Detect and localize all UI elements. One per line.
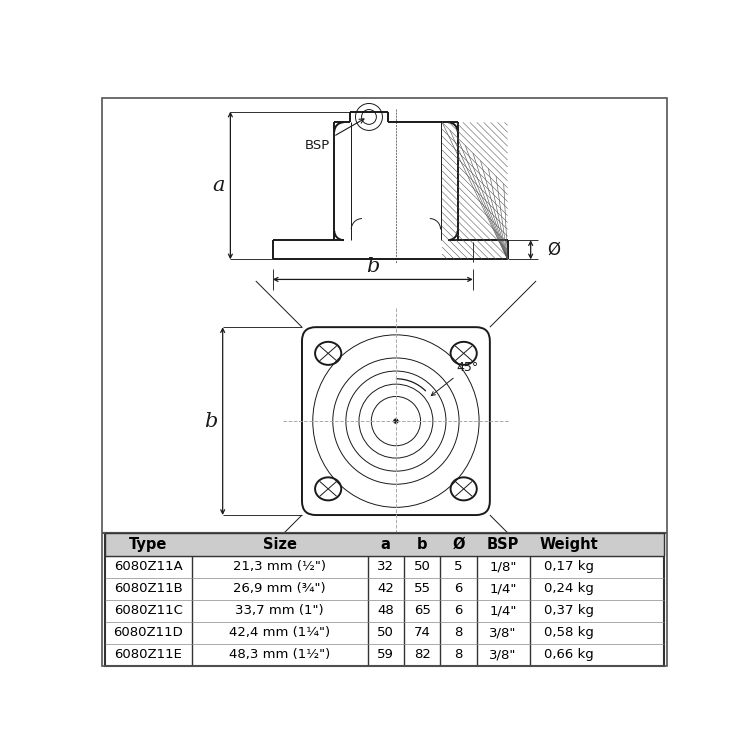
Text: 48: 48 — [377, 604, 394, 617]
Text: 33,7 mm (1"): 33,7 mm (1") — [236, 604, 324, 617]
Text: 0,58 kg: 0,58 kg — [544, 626, 594, 640]
Text: a: a — [381, 537, 391, 552]
Text: 26,9 mm (¾"): 26,9 mm (¾") — [233, 583, 326, 596]
Text: 42: 42 — [377, 583, 394, 596]
Text: 32: 32 — [377, 560, 394, 573]
Text: 6: 6 — [454, 604, 463, 617]
Circle shape — [394, 419, 398, 424]
Text: 55: 55 — [413, 583, 430, 596]
Text: 8: 8 — [454, 626, 463, 640]
Text: 6080Z11C: 6080Z11C — [114, 604, 183, 617]
Text: 0,24 kg: 0,24 kg — [544, 583, 594, 596]
Text: 6080Z11B: 6080Z11B — [114, 583, 182, 596]
Text: 3/8": 3/8" — [490, 626, 517, 640]
Text: Size: Size — [262, 537, 296, 552]
Text: 6080Z11A: 6080Z11A — [114, 560, 182, 573]
Text: 0,17 kg: 0,17 kg — [544, 560, 594, 573]
Text: 45°: 45° — [431, 361, 478, 395]
Text: Type: Type — [129, 537, 167, 552]
Text: Ø: Ø — [452, 537, 465, 552]
Text: 42,4 mm (1¼"): 42,4 mm (1¼") — [229, 626, 330, 640]
Text: BSP: BSP — [487, 537, 519, 552]
Text: 6080Z11E: 6080Z11E — [114, 649, 182, 662]
Text: Ø: Ø — [548, 241, 560, 259]
Text: 5: 5 — [454, 560, 463, 573]
Bar — [105, 532, 664, 556]
Text: 6080Z11D: 6080Z11D — [113, 626, 183, 640]
Text: BSP: BSP — [305, 119, 364, 152]
Text: 59: 59 — [377, 649, 394, 662]
Text: 74: 74 — [414, 626, 430, 640]
Text: 1/4": 1/4" — [490, 604, 517, 617]
Text: 0,66 kg: 0,66 kg — [544, 649, 594, 662]
Text: 21,3 mm (½"): 21,3 mm (½") — [233, 560, 326, 573]
Text: 0,37 kg: 0,37 kg — [544, 604, 594, 617]
Text: 1/4": 1/4" — [490, 583, 517, 596]
Text: 50: 50 — [414, 560, 430, 573]
Text: b: b — [417, 537, 428, 552]
Text: 82: 82 — [414, 649, 430, 662]
Text: 6: 6 — [454, 583, 463, 596]
Bar — [105, 532, 664, 666]
Text: 65: 65 — [414, 604, 430, 617]
Text: 1/8": 1/8" — [490, 560, 517, 573]
Text: 3/8": 3/8" — [490, 649, 517, 662]
Text: a: a — [211, 176, 224, 195]
Text: 48,3 mm (1½"): 48,3 mm (1½") — [229, 649, 330, 662]
Text: Weight: Weight — [539, 537, 598, 552]
Text: b: b — [204, 412, 217, 430]
Text: b: b — [366, 257, 380, 276]
Text: 50: 50 — [377, 626, 394, 640]
Text: 8: 8 — [454, 649, 463, 662]
